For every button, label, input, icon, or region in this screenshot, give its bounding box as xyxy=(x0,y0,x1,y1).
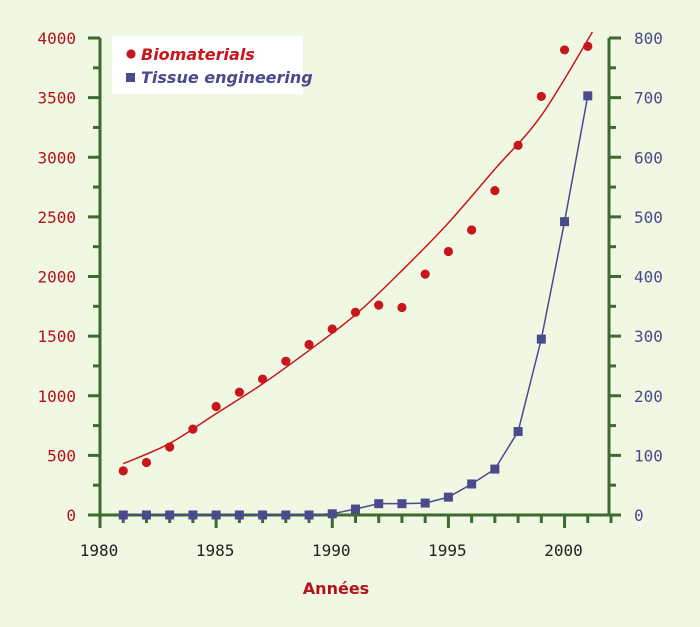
tissue-engineering-point xyxy=(165,510,175,520)
left-axis-tick-label: 2500 xyxy=(37,208,76,227)
left-axis-tick-label: 2000 xyxy=(37,268,76,287)
legend-marker-tissue-engineering xyxy=(126,73,135,82)
biomaterials-point xyxy=(467,225,477,235)
biomaterials-point xyxy=(350,307,361,317)
tissue-engineering-point xyxy=(443,492,453,502)
tissue-engineering-point xyxy=(397,499,407,509)
biomaterials-point xyxy=(374,300,384,310)
tissue-engineering-point xyxy=(304,510,314,520)
left-axis-tick-label: 1500 xyxy=(37,327,76,346)
left-axis-tick-label: 3500 xyxy=(37,89,76,108)
right-axis-tick-label: 300 xyxy=(634,327,663,346)
axes-layer: 0 500 1000 1500 2000 2500 3000 3500 4000 0 100 200 3… xyxy=(37,29,662,560)
right-axis-tick-label: 400 xyxy=(634,268,663,287)
tissue-engineering-point xyxy=(258,510,268,520)
biomaterials-point xyxy=(118,466,128,476)
biomaterials-point xyxy=(583,41,593,51)
biomaterials-point xyxy=(327,324,337,334)
tissue-engineering-point xyxy=(118,510,128,520)
right-axis-tick-label: 100 xyxy=(634,446,663,465)
biomaterials-point xyxy=(234,387,244,397)
biomaterials-point xyxy=(536,91,546,102)
biomaterials-point xyxy=(420,269,430,279)
right-axis-tick-label: 500 xyxy=(634,208,663,227)
legend-label-tissue-engineering: Tissue engineering xyxy=(141,68,313,87)
tissue-engineering-point xyxy=(327,509,337,519)
right-axis-tick-label: 200 xyxy=(634,387,663,406)
tissue-engineering-point xyxy=(583,91,593,101)
right-axis-tick-label: 800 xyxy=(634,29,663,48)
tissue-engineering-point xyxy=(420,498,430,508)
series-layer xyxy=(118,31,594,520)
left-axis-tick-label: 4000 xyxy=(37,29,76,48)
biomaterials-point xyxy=(397,302,407,313)
tissue-engineering-point xyxy=(211,510,221,520)
x-axis-label: Années xyxy=(303,579,369,598)
tissue-engineering-point xyxy=(536,334,546,344)
biomaterials-point xyxy=(141,457,152,468)
right-axis-tick-label: 0 xyxy=(634,506,644,525)
right-axis-tick-label: 600 xyxy=(634,148,663,167)
tissue-engineering-point xyxy=(188,510,198,520)
x-axis-tick-label: 1980 xyxy=(80,541,119,560)
biomaterials-point xyxy=(490,186,500,196)
tissue-engineering-line xyxy=(123,95,589,516)
legend-label-biomaterials: Biomaterials xyxy=(141,45,255,64)
biomaterials-point xyxy=(443,246,454,257)
biomaterials-point xyxy=(257,374,268,384)
legend-marker-biomaterials xyxy=(126,49,136,59)
tissue-engineering-point xyxy=(560,217,570,227)
biomaterials-point xyxy=(513,140,523,150)
biomaterials-point xyxy=(165,442,175,452)
biomaterials-trend-line xyxy=(122,31,594,465)
tissue-engineering-point xyxy=(141,510,151,520)
x-axis-tick-label: 1995 xyxy=(428,541,467,560)
tissue-engineering-point xyxy=(490,464,500,474)
x-axis-tick-label: 1985 xyxy=(196,541,235,560)
biomaterials-point xyxy=(281,356,291,366)
legend: Biomaterials Tissue engineering xyxy=(112,36,313,94)
left-axis-tick-label: 3000 xyxy=(37,148,76,167)
tissue-engineering-point xyxy=(374,499,384,509)
biomaterials-point xyxy=(188,424,198,434)
x-axis-tick-label: 1990 xyxy=(312,541,351,560)
tissue-engineering-point xyxy=(281,510,291,520)
x-axis-tick-label: 2000 xyxy=(544,541,583,560)
right-axis-tick-label: 700 xyxy=(634,89,663,108)
left-axis-tick-label: 1000 xyxy=(37,387,76,406)
left-axis-tick-label: 500 xyxy=(47,446,76,465)
biomaterials-point xyxy=(304,339,314,350)
legend-box xyxy=(112,36,303,94)
left-axis-tick-label: 0 xyxy=(66,506,76,525)
biomaterials-point xyxy=(559,45,570,55)
tissue-engineering-point xyxy=(351,504,360,514)
tissue-engineering-point xyxy=(513,427,523,437)
tissue-engineering-point xyxy=(234,510,244,520)
tissue-engineering-point xyxy=(467,479,477,489)
biomaterials-point xyxy=(211,401,221,412)
